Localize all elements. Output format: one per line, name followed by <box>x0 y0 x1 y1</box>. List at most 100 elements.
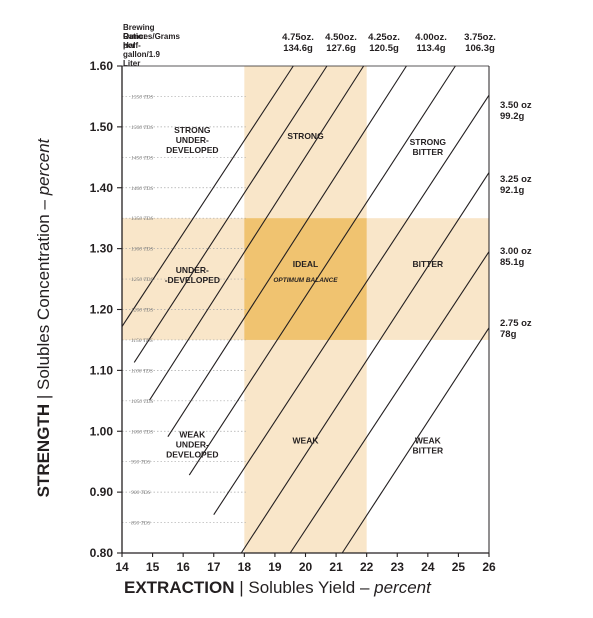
y-axis-title-unit: percent <box>34 138 53 196</box>
region-label-7: WEAK <box>293 435 320 445</box>
region-label-0: STRONG UNDER-DEVELOPED <box>166 125 218 155</box>
y-tick-label-0: 0.80 <box>90 546 114 560</box>
ratio-side-label-2: 3.00 oz 85.1g <box>500 246 532 268</box>
ratio-grams: 78g <box>500 329 517 340</box>
region-label-8-line-1: BITTER <box>412 445 443 455</box>
ratio-oz: 4.00oz. <box>415 32 447 43</box>
ratio-grams: 106.3g <box>465 43 495 54</box>
region-label-6-line-1: UNDER- <box>176 439 209 449</box>
ratio-oz: 3.50 oz <box>500 100 532 111</box>
y-tick-label-3: 1.10 <box>90 363 114 377</box>
ratio-oz: 4.50oz. <box>325 32 357 43</box>
tds-label-9: 1100 TDS <box>131 368 153 374</box>
x-axis-title-main: EXTRACTION <box>124 578 235 597</box>
region-label-6: WEAK UNDER-DEVELOPED <box>166 429 218 459</box>
y-tick-label-1: 0.90 <box>90 485 114 499</box>
region-label-0-line-2: DEVELOPED <box>166 145 218 155</box>
region-label-4-line-0: IDEAL <box>293 259 319 269</box>
ratio-grams: 134.6g <box>283 43 313 54</box>
tds-label-13: 900 TDS <box>131 490 151 496</box>
tds-labels-layer: 1550 TDS 1500 TDS 1450 TDS 1400 TDS 1350 TDS… <box>131 94 153 526</box>
x-tick-label-9: 23 <box>391 560 405 574</box>
x-tick-label-11: 25 <box>452 560 466 574</box>
y-axis-title-sep: | <box>34 394 53 400</box>
tds-label-0: 1550 TDS <box>131 94 153 100</box>
x-tick-label-0: 14 <box>115 560 129 574</box>
ratio-grams: 127.6g <box>326 43 356 54</box>
x-tick-label-2: 16 <box>176 560 190 574</box>
region-label-3-line-0: UNDER- <box>176 265 209 275</box>
tds-label-8: 1150 TDS <box>131 338 153 344</box>
y-axis-title-main: STRENGTH <box>34 403 53 498</box>
ratio-grams: 92.1g <box>500 185 525 196</box>
region-label-7-line-0: WEAK <box>293 435 320 445</box>
ratio-oz: 3.75oz. <box>464 32 496 43</box>
region-label-2: STRONG BITTER <box>410 137 447 157</box>
ratio-oz: 3.00 oz <box>500 246 532 257</box>
ratio-top-label-3: 4.00oz. 113.4g <box>409 32 453 54</box>
region-label-4: IDEAL <box>293 259 319 269</box>
tds-label-10: 1050 TDS <box>131 399 153 405</box>
x-tick-label-1: 15 <box>146 560 160 574</box>
ratio-side-label-3: 2.75 oz 78g <box>500 318 532 340</box>
ratio-line-5 <box>213 94 490 515</box>
region-label-0-line-0: STRONG <box>174 125 211 135</box>
ratio-oz: 4.75oz. <box>282 32 314 43</box>
ratio-top-label-0: 4.75oz. 134.6g <box>276 32 320 54</box>
region-label-8: WEAK BITTER <box>412 435 443 455</box>
y-tick-label-6: 1.40 <box>90 181 114 195</box>
tds-label-7: 1200 TDS <box>131 308 153 314</box>
y-tick-label-4: 1.20 <box>90 303 114 317</box>
ratio-oz: 4.25oz. <box>368 32 400 43</box>
ratio-line-3 <box>167 65 407 438</box>
tds-label-6: 1250 TDS <box>131 277 153 283</box>
region-label-6-line-2: DEVELOPED <box>166 449 218 459</box>
x-tick-label-8: 22 <box>360 560 374 574</box>
ratio-oz: 3.25 oz <box>500 174 532 185</box>
tds-label-2: 1450 TDS <box>131 154 153 161</box>
y-tick-label-8: 1.60 <box>90 59 114 73</box>
ratio-line-0 <box>121 65 294 327</box>
tds-label-12: 950 TDS <box>131 460 151 466</box>
y-tick-label-5: 1.30 <box>90 242 114 256</box>
region-label-1-line-0: STRONG <box>287 131 324 141</box>
region-label-8-line-0: WEAK <box>415 435 442 445</box>
ratio-side-label-1: 3.25 oz 92.1g <box>500 174 532 196</box>
x-axis-title-sep: | <box>239 578 244 597</box>
x-axis-title-unit: percent <box>374 578 431 597</box>
ratio-line-8 <box>341 327 490 554</box>
ratio-grams: 113.4g <box>416 43 446 54</box>
region-label-3: UNDER--DEVELOPED <box>165 265 220 285</box>
x-tick-label-7: 21 <box>329 560 343 574</box>
tds-label-3: 1400 TDS <box>131 185 153 192</box>
tds-label-1: 1500 TDS <box>131 125 153 131</box>
ratio-line-4 <box>188 65 456 476</box>
ideal-zone <box>244 218 367 340</box>
x-tick-label-12: 26 <box>482 560 496 574</box>
brewing-ratio-line-1: Brewing Ratio: <box>123 23 155 41</box>
x-tick-label-5: 19 <box>268 560 282 574</box>
ratio-grams: 85.1g <box>500 257 525 268</box>
tds-label-5: 1300 TDS <box>131 247 153 253</box>
region-label-1: STRONG <box>287 131 324 141</box>
x-tick-label-3: 17 <box>207 560 221 574</box>
ratio-line-1 <box>133 65 328 363</box>
y-axis-title-rest: Solubles Concentration <box>34 214 53 391</box>
ratio-top-label-2: 4.25oz. 120.5g <box>362 32 406 54</box>
ratio-line-2 <box>149 65 365 401</box>
region-label-5-line-0: BITTER <box>412 259 443 269</box>
region-label-2-line-0: STRONG <box>410 137 447 147</box>
tick-labels-layer: 0.80 0.90 1.00 1.10 1.20 1.30 1.40 1.50 1.60 14 15… <box>90 59 496 574</box>
x-axis-title: EXTRACTION | Solubles Yield – percent <box>124 578 431 598</box>
annotation-0: OPTIMUM BALANCE <box>273 277 338 284</box>
y-tick-label-2: 1.00 <box>90 424 114 438</box>
tds-label-4: 1350 TDS <box>131 216 153 222</box>
ratio-grams: 120.5g <box>369 43 399 54</box>
region-label-5: BITTER <box>412 259 443 269</box>
brewing-ratio-line-2: Ounces/Grams per <box>123 32 180 50</box>
region-label-3-line-1: -DEVELOPED <box>165 275 220 285</box>
x-tick-label-6: 20 <box>299 560 313 574</box>
region-label-0-line-1: UNDER- <box>176 135 209 145</box>
zones-layer <box>122 66 489 553</box>
